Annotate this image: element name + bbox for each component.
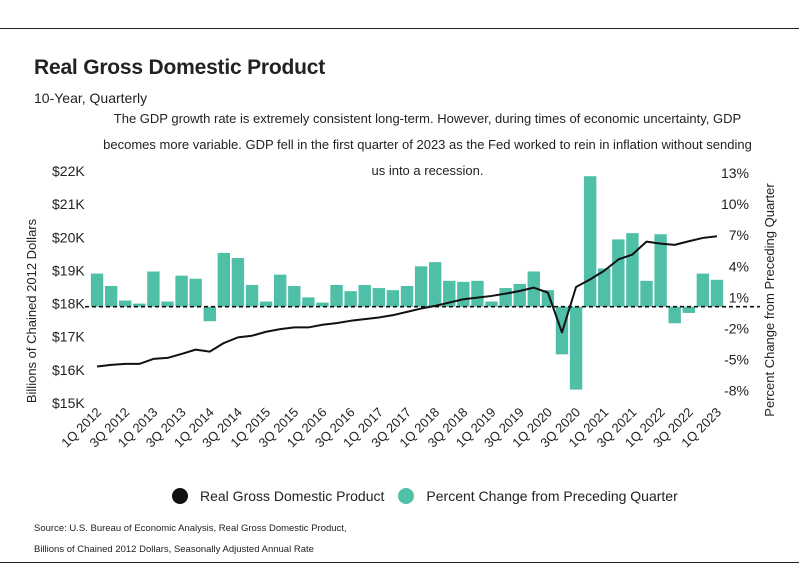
left-tick-label: $15K — [52, 395, 85, 411]
right-tick-label: 13% — [721, 165, 749, 181]
bottom-rule — [0, 562, 799, 563]
bar-42 — [682, 306, 695, 313]
legend-bar-swatch — [398, 488, 415, 504]
bar-7 — [189, 278, 202, 307]
bar-8 — [203, 306, 216, 322]
bar-31 — [527, 271, 540, 307]
legend-line-swatch — [172, 488, 188, 504]
bar-1 — [104, 286, 118, 307]
legend-item-line: Real Gross Domestic Product — [172, 488, 384, 504]
bar-25 — [443, 280, 456, 307]
bar-9 — [217, 252, 231, 307]
left-axis-ticks: $15K $16K $17K $18K $19K $20K $21K $22K — [52, 163, 85, 411]
bar-44 — [710, 279, 724, 307]
bar-38 — [626, 233, 639, 307]
bar-15 — [302, 297, 315, 307]
left-tick-label: $19K — [52, 262, 85, 278]
bar-20 — [372, 288, 386, 307]
right-tick-label: -8% — [724, 383, 749, 399]
left-tick-label: $21K — [52, 196, 85, 212]
bar-40 — [654, 234, 667, 307]
chart-description: The GDP growth rate is extremely consist… — [103, 111, 752, 178]
bar-24 — [428, 262, 442, 307]
left-axis-label: Billions of Chained 2012 Dollars — [24, 218, 39, 403]
bar-29 — [499, 288, 512, 307]
bar-19 — [358, 284, 371, 307]
bar-14 — [288, 286, 301, 307]
legend-item-bar: Percent Change from Preceding Quarter — [398, 488, 678, 504]
bar-2 — [119, 300, 132, 307]
bar-23 — [414, 266, 428, 307]
chart-plot: $15K $16K $17K $18K $19K $20K $21K $22K 13% 10% 7… — [24, 163, 777, 451]
bar-39 — [640, 280, 653, 307]
left-tick-label: $16K — [52, 362, 85, 378]
bar-36 — [598, 268, 611, 307]
gdp-line — [96, 235, 718, 368]
bar-27 — [471, 280, 484, 307]
chart-title: Real Gross Domestic Product — [34, 56, 326, 79]
legend: Real Gross Domestic Product Percent Chan… — [172, 488, 692, 504]
source-line-1: Source: U.S. Bureau of Economic Analysis… — [34, 523, 347, 534]
bar-11 — [245, 284, 259, 307]
bar-13 — [274, 274, 287, 307]
right-tick-label: -2% — [724, 320, 749, 336]
bar-series — [90, 176, 724, 390]
bar-17 — [330, 284, 343, 307]
bar-18 — [344, 291, 357, 307]
right-tick-label: 7% — [729, 227, 749, 243]
left-tick-label: $18K — [52, 296, 85, 312]
right-tick-label: 10% — [721, 196, 749, 212]
bar-16 — [316, 302, 329, 307]
bar-43 — [696, 273, 710, 307]
bar-5 — [161, 301, 174, 307]
source-line-2: Billions of Chained 2012 Dollars, Season… — [34, 544, 314, 555]
bar-34 — [569, 306, 583, 390]
bar-37 — [612, 239, 625, 307]
bar-6 — [175, 275, 188, 307]
bar-30 — [513, 283, 526, 307]
bar-41 — [668, 306, 681, 324]
legend-line-label: Real Gross Domestic Product — [200, 488, 385, 504]
legend-bar-label: Percent Change from Preceding Quarter — [426, 488, 678, 504]
bar-35 — [583, 176, 597, 307]
bar-4 — [147, 271, 160, 307]
bar-0 — [90, 273, 104, 307]
bar-21 — [386, 290, 400, 307]
right-tick-label: 4% — [729, 258, 749, 274]
right-axis-ticks: 13% 10% 7% 4% 1% -2% -5% -8% — [721, 165, 749, 399]
left-tick-label: $17K — [52, 329, 85, 345]
right-tick-label: 1% — [729, 289, 749, 305]
bar-3 — [133, 303, 146, 307]
right-axis-label: Percent Change from Preceding Quarter — [762, 183, 777, 417]
bar-10 — [231, 258, 245, 307]
line-series — [96, 235, 718, 368]
bar-28 — [485, 301, 498, 307]
bar-26 — [457, 281, 470, 307]
top-rule — [0, 28, 799, 29]
right-tick-label: -5% — [724, 352, 749, 368]
bar-22 — [400, 286, 414, 307]
bar-12 — [259, 301, 273, 307]
left-tick-label: $20K — [52, 229, 85, 245]
left-tick-label: $22K — [52, 163, 85, 179]
chart-subtitle: 10-Year, Quarterly — [34, 90, 148, 106]
